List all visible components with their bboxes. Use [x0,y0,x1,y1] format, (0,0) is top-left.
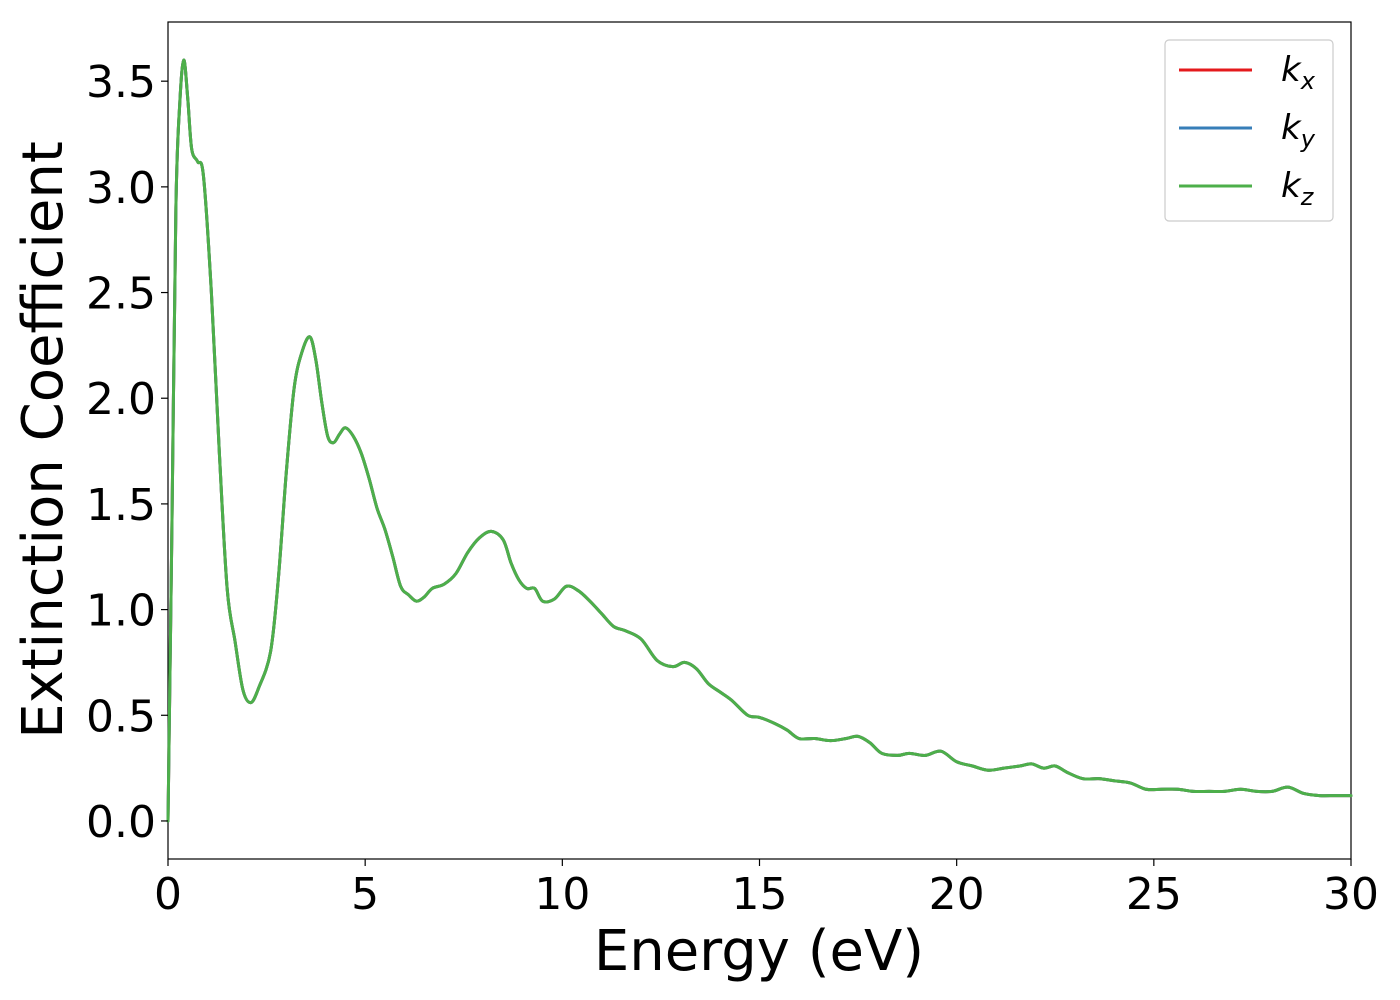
x-tick-label: 15 [732,869,788,920]
x-axis-ticks: 0 5 10 15 20 25 30 [154,859,1379,920]
y-tick-label: 1.0 [86,586,156,637]
x-tick-label: 10 [534,869,590,920]
y-tick-label: 2.5 [86,269,156,320]
y-tick-label: 1.5 [86,480,156,531]
x-tick-label: 20 [929,869,985,920]
x-tick-label: 0 [154,869,182,920]
legend-label-kz: kz [1281,166,1315,211]
y-axis-label: Extinction Coefficient [11,141,76,739]
series-layer [166,58,1353,823]
y-tick-label: 3.0 [86,163,156,214]
x-tick-label: 25 [1126,869,1182,920]
y-tick-label: 2.0 [86,374,156,425]
legend: kx ky kz [1164,39,1334,222]
x-axis-label: Energy (eV) [594,919,924,984]
legend-label-kx: kx [1281,50,1316,95]
y-tick-label: 0.0 [86,797,156,848]
y-tick-label: 0.5 [86,691,156,742]
legend-label-ky: ky [1281,108,1316,153]
legend-box [1164,39,1334,222]
x-tick-label: 30 [1323,869,1379,920]
x-tick-label: 5 [351,869,379,920]
y-tick-label: 3.5 [86,57,156,108]
series-line-k-z [166,58,1353,823]
y-axis-ticks: 0.0 0.5 1.0 1.5 2.0 2.5 3.0 3.5 [86,57,168,848]
